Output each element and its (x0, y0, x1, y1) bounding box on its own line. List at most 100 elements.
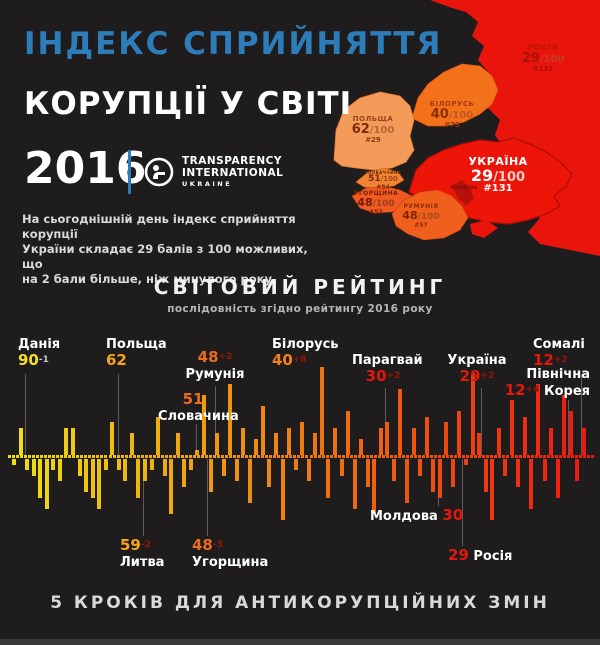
map-country-slovakia (355, 167, 405, 189)
axis-dot (297, 455, 301, 458)
footer-title: 5 КРОКІВ ДЛЯ АНТИКОРУПЦІЙНИХ ЗМІН (50, 593, 550, 613)
axis-dot (225, 455, 229, 458)
map-label-hungary: УГОРЩИНА 48/100 #57 (353, 190, 399, 216)
rank-bar (64, 427, 69, 455)
axis-dot (156, 455, 160, 458)
axis-dot (273, 455, 277, 458)
chart-country-label-lithuania: 59-2 Литва (120, 536, 165, 571)
axis-dot (92, 455, 96, 458)
rank-bar (208, 459, 213, 492)
label-pointer-line (196, 424, 197, 456)
axis-dot (104, 455, 108, 458)
chart-country-label-moldova: Молдова 30 (370, 506, 464, 525)
chart-country-label-russia: 29 Росія (448, 546, 513, 565)
axis-dot (68, 455, 72, 458)
axis-dot (566, 455, 570, 458)
rank-bar (444, 422, 449, 455)
axis-dot (554, 455, 558, 458)
axis-dot (578, 455, 582, 458)
intro-line: на 2 бали більше, ніж минулого року. (22, 272, 277, 286)
axis-dot (341, 455, 345, 458)
axis-dot (32, 455, 36, 458)
transparency-international-logo: TRANSPARENCY INTERNATIONAL UKRAINE (143, 155, 283, 188)
page-title-line1: ІНДЕКС СПРИЙНЯТТЯ (24, 26, 443, 62)
rank-bar (490, 459, 495, 520)
axis-dot (64, 455, 68, 458)
axis-dot (466, 455, 470, 458)
rank-bar (503, 459, 508, 476)
axis-dot (289, 455, 293, 458)
rank-bar (110, 422, 115, 455)
axis-dot (301, 455, 305, 458)
axis-dot (80, 455, 84, 458)
rank-bar (332, 427, 337, 455)
rank-bar (470, 372, 475, 455)
rank-bar (398, 389, 403, 455)
map-country-poland (333, 91, 415, 171)
rank-bar (143, 459, 147, 481)
chart-country-label-romania: 48+2 Румунія (185, 348, 245, 383)
axis-dot (44, 455, 48, 458)
rank-bar (31, 459, 36, 476)
logo-text-line1: TRANSPARENCY (182, 155, 282, 167)
rank-bar (365, 459, 370, 487)
axis-dot (418, 455, 422, 458)
label-pointer-line (207, 459, 208, 536)
axis-dot (257, 455, 261, 458)
axis-dot (401, 455, 405, 458)
map-country-romania (391, 189, 469, 241)
axis-dot (285, 455, 289, 458)
chart-country-label-slovakia: 51 Словачина (158, 390, 239, 425)
axis-dot (430, 455, 434, 458)
axis-dot (12, 455, 16, 458)
europe-map (333, 0, 600, 268)
rank-bar (450, 459, 455, 487)
axis-dot (558, 455, 562, 458)
label-pointer-line (462, 459, 463, 546)
axis-dot (345, 455, 349, 458)
rank-bar (483, 459, 488, 492)
axis-dot (458, 455, 462, 458)
rank-bar (254, 438, 259, 455)
rank-bar (77, 459, 82, 476)
axis-dot (269, 455, 273, 458)
axis-dot (373, 455, 377, 458)
label-pointer-line (118, 374, 119, 456)
axis-dot (277, 455, 281, 458)
axis-dot (317, 455, 321, 458)
ranking-title: СВІТОВИЙ РЕЙТИНГ (153, 275, 447, 299)
axis-dot (152, 455, 156, 458)
rank-bar (228, 383, 233, 455)
axis-dot (574, 455, 578, 458)
rank-bar (123, 459, 128, 481)
axis-dot (482, 455, 486, 458)
axis-dot (196, 455, 200, 458)
axis-dot (353, 455, 357, 458)
axis-dot (28, 455, 32, 458)
axis-dot (582, 455, 586, 458)
axis-dot (56, 455, 60, 458)
axis-dot (522, 455, 526, 458)
rank-bar (536, 383, 540, 455)
axis-dot (305, 455, 309, 458)
axis-dot (245, 455, 249, 458)
rank-bar (44, 459, 49, 509)
axis-dot (24, 455, 28, 458)
axis-dot (438, 455, 442, 458)
rank-bar (175, 433, 180, 455)
axis-dot (365, 455, 369, 458)
axis-dot (293, 455, 297, 458)
rank-bar (378, 427, 383, 455)
label-pointer-line (25, 374, 26, 456)
axis-dot (48, 455, 52, 458)
rank-bar (129, 433, 134, 455)
rank-bar (280, 459, 285, 520)
axis-dot (546, 455, 550, 458)
axis-dot (450, 455, 454, 458)
rank-bar (306, 459, 311, 481)
axis-dot (526, 455, 530, 458)
rank-bar (162, 459, 167, 476)
axis-dot (470, 455, 474, 458)
axis-dot (325, 455, 329, 458)
